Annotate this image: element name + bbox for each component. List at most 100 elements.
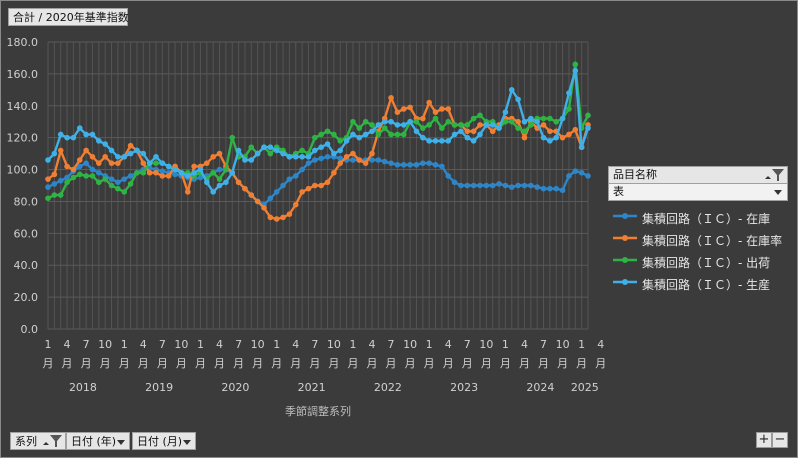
series-field-button[interactable]: 系列 [10, 432, 66, 450]
year-label: 2019 [145, 381, 173, 394]
series-2-point [521, 128, 528, 135]
series-1-point [515, 118, 521, 125]
series-2-point [153, 160, 159, 166]
x-tick-unit: 月 [328, 357, 339, 370]
series-3-point [426, 138, 432, 144]
month-field-button[interactable]: 日付 (月) [132, 432, 196, 450]
series-3-point [572, 67, 579, 74]
legend-item: 集積回路（ＩＣ）- 生産 [608, 273, 788, 295]
x-tick-unit: 月 [176, 357, 187, 370]
dropdown-arrow-icon[interactable] [182, 437, 192, 447]
series-1-point [159, 173, 166, 179]
series-3-point [515, 96, 521, 103]
x-tick-label: 4 [597, 338, 604, 351]
series-3-point [356, 134, 363, 141]
series-2-point [362, 118, 369, 125]
x-tick-unit: 月 [290, 357, 301, 370]
series-3-point [146, 160, 153, 166]
series-2-point [388, 131, 394, 138]
year-field-button[interactable]: 日付 (年) [66, 432, 130, 450]
zoom-out-button[interactable]: − [772, 432, 788, 448]
x-tick-unit: 月 [538, 357, 549, 370]
series-2-point [64, 179, 70, 186]
x-tick-unit: 月 [157, 357, 168, 370]
series-0-point [515, 182, 521, 189]
series-2-point [102, 176, 108, 182]
series-2-point [127, 181, 134, 187]
series-1-point [115, 160, 121, 166]
legend-swatch [613, 213, 637, 219]
x-tick-label: 4 [64, 338, 71, 351]
series-3-point [235, 147, 242, 154]
series-1-point [356, 157, 363, 163]
series-3-point [172, 166, 178, 173]
dropdown-arrow-icon[interactable] [773, 187, 783, 197]
plus-icon: + [758, 432, 770, 447]
series-2-point [464, 122, 471, 128]
series-0-point [51, 181, 58, 187]
series-0-point [464, 182, 471, 189]
series-0-point [521, 182, 528, 189]
series-0-point [115, 179, 121, 186]
filter-icon[interactable] [41, 434, 63, 448]
y-tick-label: 180.0 [7, 36, 39, 49]
month-field-label: 日付 (月) [137, 435, 183, 448]
series-1-point [64, 163, 70, 170]
series-3-point [191, 169, 197, 176]
series-0-point [337, 155, 344, 162]
series-1-point [235, 179, 242, 186]
series-2-point [45, 195, 51, 202]
series-0-point [312, 157, 318, 163]
x-tick-label: 1 [578, 338, 585, 351]
series-3-point [184, 173, 191, 179]
series-2-point [439, 125, 445, 131]
x-tick-unit: 月 [138, 357, 149, 370]
series-3-point [337, 147, 344, 154]
series-3-point [489, 122, 496, 128]
series-0-point [121, 176, 128, 182]
series-2-point [331, 131, 337, 138]
series-1-point [572, 126, 579, 133]
series-3-point [261, 144, 267, 151]
series-1-point [566, 131, 572, 138]
year-label: 2024 [526, 381, 554, 394]
series-3-point [267, 144, 274, 151]
series-0-point [369, 157, 375, 163]
series-2-point [248, 144, 255, 151]
series-2-point [477, 112, 483, 119]
series-3-point [502, 109, 509, 115]
series-1-point [140, 160, 147, 166]
x-tick-unit: 月 [462, 357, 473, 370]
series-0-point [572, 168, 579, 174]
series-1-point [331, 169, 337, 176]
series-3-point [547, 138, 553, 144]
x-tick-unit: 月 [62, 357, 73, 370]
series-3-point [432, 138, 439, 144]
series-1-point [305, 185, 312, 192]
x-tick-label: 4 [445, 338, 452, 351]
legend-field-button[interactable]: 品目名称 [608, 166, 788, 184]
legend-subfilter[interactable]: 表 [608, 184, 788, 201]
series-3-point [540, 134, 547, 141]
series-1-point [89, 154, 96, 160]
series-1-point [280, 214, 286, 221]
series-0-point [508, 184, 515, 190]
series-1-point [477, 122, 483, 128]
series-0-point [172, 171, 178, 178]
series-3-point [477, 131, 483, 138]
zoom-in-button[interactable]: + [756, 432, 772, 448]
series-3-point [534, 118, 540, 125]
x-tick-label: 1 [502, 338, 509, 351]
value-field-button[interactable]: 合計 / 2020年基準指数 [8, 8, 129, 26]
series-3-point [286, 154, 293, 160]
year-field-label: 日付 (年) [71, 435, 117, 448]
dropdown-arrow-icon[interactable] [116, 437, 126, 447]
x-tick-unit: 月 [367, 357, 378, 370]
series-2-point [134, 169, 140, 176]
x-tick-label: 7 [464, 338, 471, 351]
series-1-point [394, 109, 401, 115]
filter-icon[interactable] [763, 168, 785, 182]
series-0-point [489, 182, 496, 189]
x-tick-label: 7 [159, 338, 166, 351]
x-tick-unit: 月 [43, 357, 54, 370]
